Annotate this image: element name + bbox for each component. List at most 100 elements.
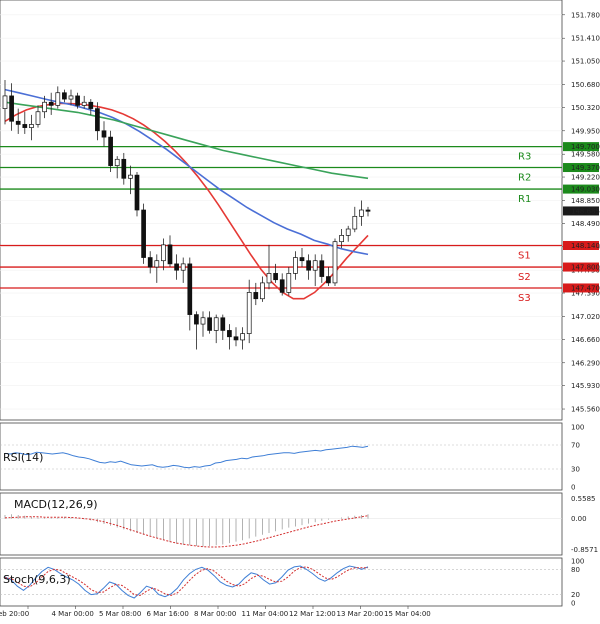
level-label-r3: R3 — [518, 152, 531, 163]
time-tick-label: 12 Mar 12:00 — [289, 610, 336, 618]
time-tick-label: 13 Mar 20:00 — [337, 610, 384, 618]
macd-tick-label: -0.8571 — [571, 546, 598, 554]
bullish-candle — [260, 282, 265, 300]
level-price-label: 149.030 — [571, 186, 600, 194]
stoch-tick-label: 20 — [571, 591, 580, 599]
time-tick-label: 11 Mar 04:00 — [242, 610, 289, 618]
support-resistance-levels: R3 R2 R1 S1 S2 S3 — [0, 145, 562, 304]
bullish-candle — [29, 124, 34, 128]
bullish-candle — [180, 263, 186, 271]
time-tick-label: 15 Mar 04:00 — [384, 610, 431, 618]
bearish-candle — [306, 260, 311, 271]
bearish-candle — [101, 130, 107, 138]
time-tick-label: 4 Mar 00:00 — [52, 610, 94, 618]
bearish-candle — [121, 158, 127, 179]
stoch-tick-label: 100 — [571, 558, 584, 566]
bullish-candle — [332, 241, 338, 284]
price-tick-label: 146.290 — [571, 359, 600, 367]
price-axis: 151.780 151.410 151.050 150.680 150.320 149.9… — [562, 11, 600, 414]
price-tick-label: 149.950 — [571, 127, 600, 135]
bearish-candle — [220, 317, 226, 331]
price-tick-label: 151.050 — [571, 58, 600, 66]
bearish-candle — [187, 263, 193, 315]
bearish-candle — [62, 92, 67, 100]
bullish-candle — [240, 333, 245, 341]
bearish-candle — [279, 279, 285, 293]
rsi-tick-label: 30 — [571, 466, 580, 474]
macd-title: MACD(12,26,9) — [14, 498, 98, 511]
bullish-candle — [161, 244, 166, 262]
bearish-candle — [9, 95, 14, 122]
candlesticks — [2, 80, 371, 350]
rsi-tick-label: 100 — [571, 424, 584, 432]
rsi-line — [4, 445, 369, 469]
bullish-candle — [55, 92, 61, 106]
rsi-panel-frame — [0, 422, 563, 491]
time-tick-label: 6 Mar 16:00 — [147, 610, 189, 618]
stoch-title: Stoch(9,6,3) — [3, 573, 71, 586]
bullish-candle — [345, 228, 351, 236]
bearish-candle — [108, 136, 113, 166]
level-price-box — [563, 240, 599, 250]
bearish-candle — [167, 244, 173, 265]
level-label-r1: R1 — [518, 194, 531, 205]
level-label-s1: S1 — [518, 250, 531, 261]
stoch-group — [0, 565, 562, 599]
rsi-line-group — [0, 444, 562, 470]
level-price-box — [563, 283, 599, 293]
bullish-candle — [293, 257, 298, 274]
bearish-candle — [134, 174, 140, 211]
macd-tick-label: 0.5585 — [571, 495, 596, 503]
bearish-candle — [88, 101, 94, 109]
time-tick-label: 8 Mar 00:00 — [194, 610, 236, 618]
moving-average-ma-slow — [4, 101, 369, 180]
time-axis: eb 20:00 4 Mar 00:00 5 Mar 08:00 6 Mar 16:0… — [0, 606, 431, 618]
price-grid — [0, 14, 562, 410]
price-tick-label: 149.220 — [571, 174, 600, 182]
rsi-panel: RSI(14) 100 70 30 0 — [0, 422, 584, 492]
bullish-candle — [81, 101, 87, 106]
macd-group — [0, 514, 562, 548]
stoch-tick-label: 80 — [571, 566, 580, 574]
bearish-candle — [194, 314, 199, 325]
price-tick-label: 150.320 — [571, 104, 600, 112]
price-tick-label: 151.780 — [571, 11, 600, 19]
level-price-box — [563, 163, 599, 173]
bullish-candle — [68, 95, 74, 100]
bearish-candle — [75, 95, 80, 106]
bearish-candle — [326, 276, 331, 284]
level-price-label: 149.370 — [571, 164, 600, 172]
macd-signal-line — [4, 515, 369, 548]
bearish-candle — [299, 257, 305, 262]
bearish-candle — [253, 292, 259, 300]
bullish-candle — [35, 111, 41, 125]
price-tick-label: 151.410 — [571, 35, 600, 43]
rsi-axis: 100 70 30 0 — [571, 424, 584, 492]
rsi-tick-label: 70 — [571, 442, 580, 450]
level-price-label: 148.140 — [571, 242, 600, 250]
level-price-box — [563, 184, 599, 194]
macd-tick-label: 0.00 — [571, 515, 587, 523]
bearish-candle — [207, 317, 212, 331]
bullish-candle — [2, 95, 8, 109]
rsi-title: RSI(14) — [3, 451, 43, 464]
bearish-candle — [227, 330, 232, 338]
stoch-panel-frame — [0, 557, 563, 607]
moving-average-ma-mid — [4, 88, 369, 256]
bearish-candle — [233, 336, 239, 341]
price-tick-label: 145.930 — [571, 382, 600, 390]
macd-panel-frame — [0, 492, 563, 556]
bearish-candle — [273, 273, 278, 281]
price-tick-label: 146.660 — [571, 336, 600, 344]
level-price-label: 149.700 — [571, 143, 600, 151]
bullish-candle — [114, 158, 120, 166]
bearish-candle — [48, 101, 54, 106]
time-tick-label: eb 20:00 — [0, 610, 29, 618]
bearish-candle — [141, 209, 146, 258]
bullish-candle — [154, 260, 160, 268]
current-price-label: 148.685 — [571, 207, 600, 215]
bearish-candle — [22, 124, 28, 128]
bullish-candle — [312, 260, 318, 271]
bearish-candle — [174, 263, 179, 271]
